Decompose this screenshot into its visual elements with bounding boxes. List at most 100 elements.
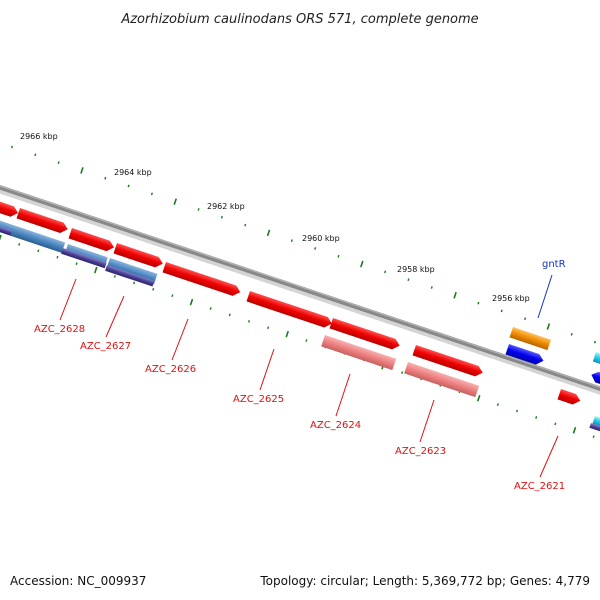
outer-scale-minor-tick [57,161,60,164]
inner-scale-major-tick [93,266,98,274]
outer-scale-minor-tick [337,254,340,258]
outer-scale-minor-tick [384,270,387,274]
outer-scale-minor-tick [150,192,153,196]
gene-block-purple-2[interactable] [61,248,107,269]
gene-block-cyan-edge-2[interactable] [592,416,600,428]
outer-scale-minor-tick [104,176,107,180]
scale-label-2966: 2966 kbp [20,132,58,141]
gene-label-azc-2628[interactable]: AZC_2628 [34,324,85,335]
inner-scale-minor-tick [75,262,78,266]
outer-scale-minor-tick [500,309,503,313]
genome-backbone-highlight [0,185,600,388]
outer-scale-major-tick [360,260,364,268]
gene-block-orange-gntr[interactable] [509,327,551,351]
leader-azc-2624 [335,373,351,417]
outer-scale-ticks [10,145,597,344]
outer-scale-minor-tick [477,301,480,305]
inner-scale-major-tick [476,394,481,402]
gene-arrow-azc-2621-fwd[interactable] [557,389,582,406]
leader-azc-2628 [59,278,77,321]
leader-azc-2625 [259,348,275,391]
gene-features [0,200,600,433]
scale-label-2960: 2960 kbp [302,234,340,243]
outer-scale-minor-tick [407,278,410,282]
gene-block-purple-1[interactable] [0,225,13,236]
inner-scale-minor-tick [209,307,212,310]
gene-labels: AZC_2628 AZC_2627 AZC_2626 AZC_2625 AZC_… [34,259,566,492]
outer-scale-major-tick [173,198,178,205]
inner-scale-minor-tick [18,243,21,246]
outer-scale-major-tick [546,323,551,330]
inner-scale-minor-tick [496,403,499,407]
outer-scale-minor-tick [290,239,293,243]
leader-azc-2627 [105,295,125,338]
genome-backbone [0,184,600,392]
gene-block-purple-edge[interactable] [589,423,600,433]
scale-label-2956: 2956 kbp [492,294,530,303]
gene-label-azc-2627[interactable]: AZC_2627 [80,341,131,352]
outer-scale-minor-tick [314,247,317,250]
outer-scale-major-tick [80,167,84,174]
inner-scale-major-tick [285,330,290,338]
gene-arrow-azc-2626-fwd-b[interactable] [113,243,165,269]
label-leader-lines [59,274,559,478]
gene-arrow-blue-edge[interactable] [590,370,600,386]
inner-scale-minor-tick [401,371,404,374]
inner-scale-minor-tick [554,422,557,426]
inner-scale-minor-tick [515,409,519,413]
gene-label-azc-2626[interactable]: AZC_2626 [145,364,196,375]
inner-scale-minor-tick [305,339,308,342]
scale-label-2958: 2958 kbp [397,265,435,274]
gene-block-pink-2[interactable] [404,362,480,398]
leader-azc-2626 [171,318,189,361]
gene-arrow-azc-2623-fwd[interactable] [412,345,485,378]
gene-arrow-azc-2626-fwd-a[interactable] [68,228,116,253]
inner-scale-minor-tick [133,281,136,285]
outer-scale-minor-tick [10,145,14,149]
accession-text: Accession: NC_009937 [10,574,147,588]
outer-scale-minor-tick [570,332,573,336]
scale-labels: 2966 kbp 2964 kbp 2962 kbp 2960 kbp 2958… [20,132,530,303]
outer-scale-minor-tick [197,208,200,211]
gene-label-azc-2623[interactable]: AZC_2623 [395,446,446,457]
outer-scale-minor-tick [34,153,37,157]
inner-scale-minor-tick [267,326,270,330]
gene-arrow-blue-gntr[interactable] [505,344,546,366]
outer-scale-major-tick [453,292,457,299]
inner-scale-minor-tick [247,319,250,323]
gene-arrow-azc-2625-fwd-a[interactable] [162,262,242,298]
gene-label-azc-2621[interactable]: AZC_2621 [514,481,565,492]
outer-scale-major-tick [266,229,271,237]
gene-block-cyan-edge-1[interactable] [592,352,600,366]
inner-scale-major-tick [189,298,194,306]
gene-block-purple-3[interactable] [105,265,155,287]
gene-arrow-azc-2628-fwd[interactable] [0,200,20,219]
outer-scale-minor-tick [244,223,247,227]
gene-block-pink-1[interactable] [321,335,397,371]
leader-azc-2623 [419,399,435,443]
inner-scale-minor-tick [592,435,595,439]
inner-scale-minor-tick [152,287,155,291]
topology-text: Topology: circular; Length: 5,369,772 bp… [260,574,590,588]
inner-scale-minor-tick [228,313,231,317]
outer-scale-minor-tick [524,317,527,321]
gene-label-azc-2625[interactable]: AZC_2625 [233,394,284,405]
gene-label-gntr[interactable]: gntR [542,259,566,270]
outer-scale-minor-tick [220,215,223,219]
gene-label-azc-2624[interactable]: AZC_2624 [310,420,361,431]
gene-arrow-azc-2624-fwd[interactable] [329,318,402,351]
inner-scale-minor-tick [535,416,538,419]
leader-gntr [537,274,553,319]
inner-scale-minor-tick [56,255,59,259]
gene-arrow-azc-2625-fwd-b[interactable] [246,291,334,329]
outer-scale-minor-tick [430,286,433,289]
gene-arrow-azc-2627-fwd[interactable] [16,208,70,235]
inner-scale-major-tick [572,426,577,434]
gene-block-steel-1[interactable] [0,219,66,253]
inner-scale-minor-tick [113,275,116,278]
map-title: Azorhizobium caulinodans ORS 571, comple… [120,12,478,27]
scale-label-2964: 2964 kbp [114,168,152,177]
outer-scale-minor-tick [593,340,597,344]
leader-azc-2621 [539,435,559,478]
